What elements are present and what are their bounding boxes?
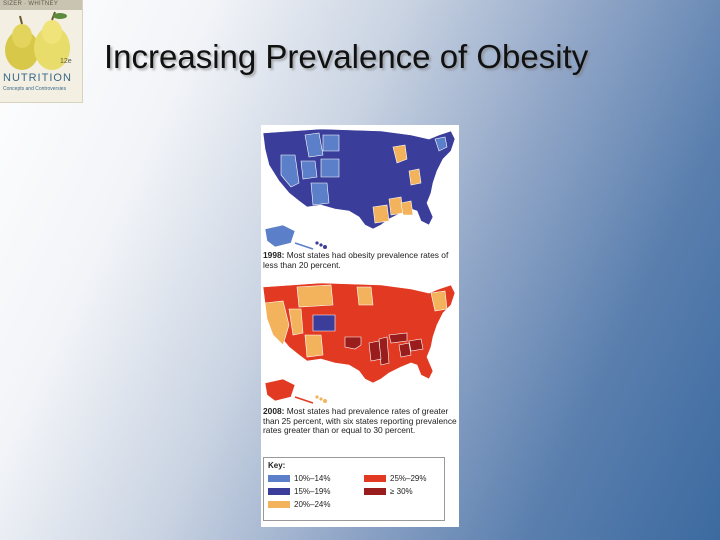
caption-1998-text: Most states had obesity prevalence rates…: [263, 250, 449, 270]
cover-title: NUTRITION: [3, 72, 72, 84]
key-item: ≥ 30%: [364, 487, 413, 496]
caption-2008-year: 2008:: [263, 406, 285, 416]
map-1998: [262, 128, 456, 250]
caption-1998: 1998: Most states had obesity prevalence…: [263, 250, 457, 270]
map-2008: [262, 282, 456, 404]
key-label: 10%–14%: [294, 474, 331, 483]
key-swatch: [268, 501, 290, 509]
key-item: 25%–29%: [364, 474, 426, 483]
key-label: 25%–29%: [390, 474, 427, 483]
key-label: ≥ 30%: [390, 487, 413, 496]
key-label: 20%–24%: [294, 500, 331, 509]
key-item: 15%–19%: [268, 487, 330, 496]
key-title: Key:: [268, 461, 286, 470]
key-swatch: [268, 488, 290, 496]
key-swatch: [364, 488, 386, 496]
book-cover-logo: SIZER · WHITNEY 12e NUTRITION Concepts a…: [0, 0, 83, 103]
pears-illustration: [5, 11, 70, 70]
cover-edition: 12e: [60, 58, 72, 65]
key-swatch: [364, 475, 386, 483]
caption-2008-text: Most states had prevalence rates of grea…: [263, 406, 457, 435]
obesity-maps-figure: 1998: Most states had obesity prevalence…: [261, 125, 459, 527]
caption-2008: 2008: Most states had prevalence rates o…: [263, 406, 457, 436]
key-swatch: [268, 475, 290, 483]
key-item: 10%–14%: [268, 474, 330, 483]
cover-top-band: [0, 0, 82, 10]
cover-authors: SIZER · WHITNEY: [3, 1, 59, 7]
cover-subtitle: Concepts and Controversies: [3, 86, 67, 92]
map-key: Key: 10%–14% 15%–19% 20%–24% 25%–29% ≥ 3…: [263, 457, 445, 521]
caption-1998-year: 1998:: [263, 250, 285, 260]
key-label: 15%–19%: [294, 487, 331, 496]
slide-title: Increasing Prevalence of Obesity: [104, 38, 589, 75]
key-item: 20%–24%: [268, 500, 330, 509]
